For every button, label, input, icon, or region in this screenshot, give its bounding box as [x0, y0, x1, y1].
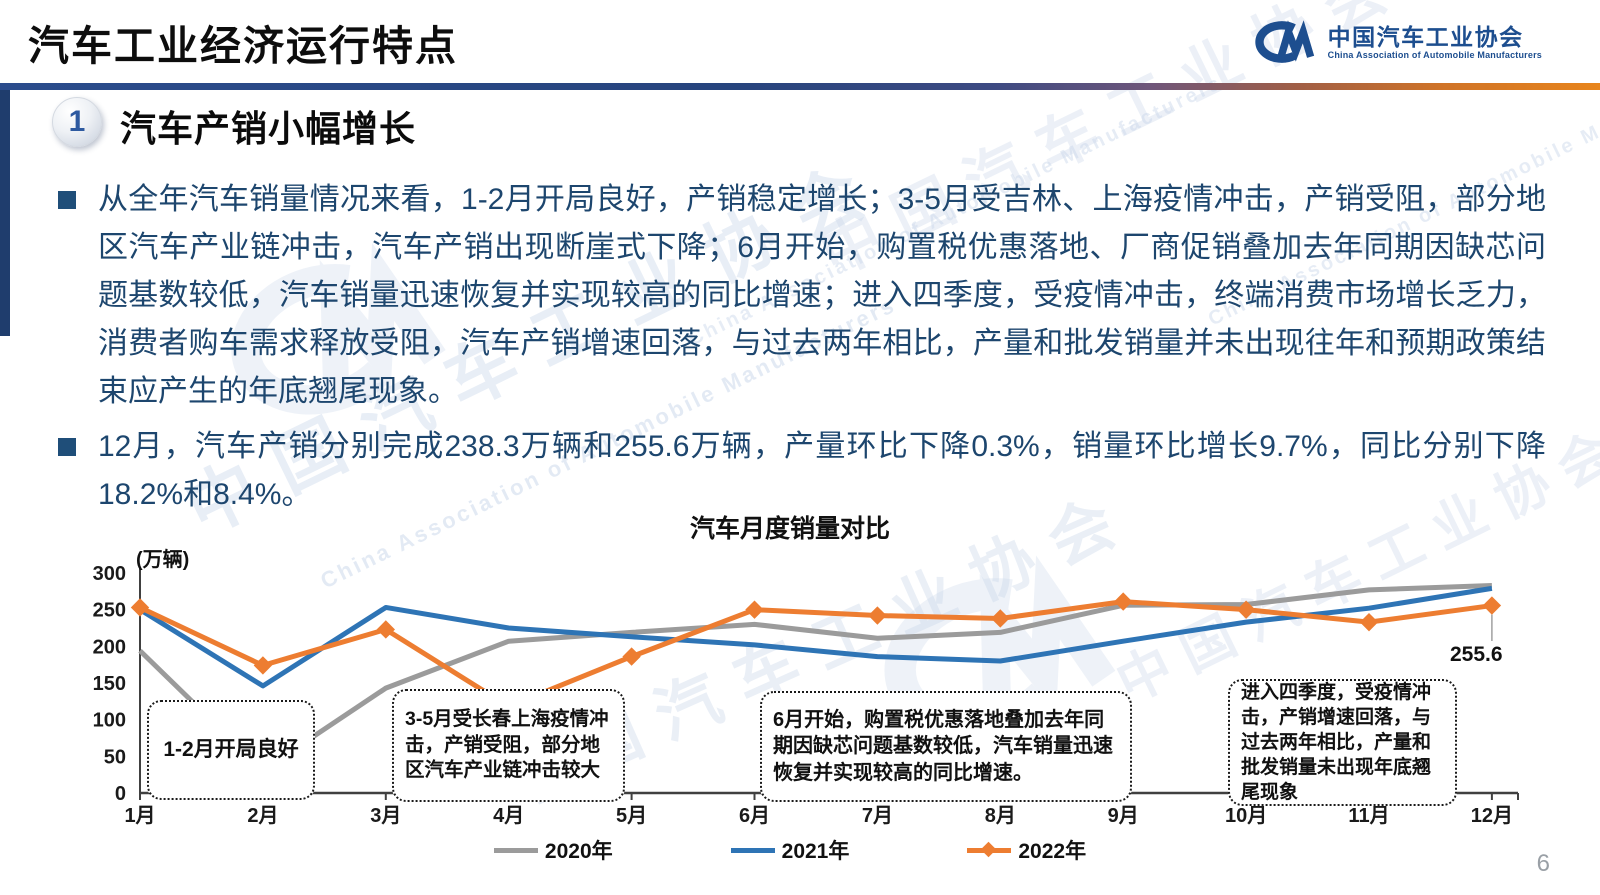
svg-text:2月: 2月 [247, 805, 278, 827]
svg-text:50: 50 [104, 746, 126, 768]
svg-text:10月: 10月 [1225, 805, 1267, 827]
svg-text:12月: 12月 [1471, 805, 1513, 827]
bullet-item: 从全年汽车销量情况来看，1-2月开局良好，产销稳定增长；3-5月受吉林、上海疫情… [58, 176, 1546, 416]
svg-text:6月: 6月 [739, 805, 770, 827]
legend-label: 2022年 [1018, 840, 1087, 863]
bullet-item: 12月，汽车产销分别完成238.3万辆和255.6万辆，产量环比下降0.3%，销… [58, 423, 1546, 519]
svg-text:11月: 11月 [1348, 805, 1389, 827]
header-divider [0, 83, 1600, 90]
svg-text:100: 100 [93, 710, 126, 732]
legend-line-diamond-icon [967, 841, 1012, 858]
svg-text:0: 0 [115, 783, 126, 805]
section-number-badge: 1 [52, 97, 102, 147]
chart-annotation-mar-may: 3-5月受长春上海疫情冲击，产销受阻，部分地区汽车产业链冲击较大 [392, 689, 625, 802]
logo-cn-label: 中国汽车工业协会 [1327, 23, 1524, 50]
bullet-square-icon [58, 438, 76, 456]
svg-text:3月: 3月 [370, 805, 401, 827]
bullet-text: 从全年汽车销量情况来看，1-2月开局良好，产销稳定增长；3-5月受吉林、上海疫情… [98, 183, 1546, 408]
svg-text:8月: 8月 [985, 805, 1016, 827]
svg-text:7月: 7月 [862, 805, 893, 827]
section-title: 汽车产销小幅增长 [120, 108, 417, 149]
svg-text:9月: 9月 [1108, 805, 1139, 827]
legend-label: 2020年 [544, 840, 613, 863]
bullet-text: 12月，汽车产销分别完成238.3万辆和255.6万辆，产量环比下降0.3%，销… [98, 430, 1546, 511]
svg-text:150: 150 [93, 673, 126, 695]
legend-label: 2021年 [781, 840, 850, 863]
chart-annotation-jan-feb: 1-2月开局良好 [147, 700, 315, 800]
caam-logo-icon [1255, 20, 1314, 63]
legend-item-2021: 2021年 [730, 835, 850, 865]
y-axis-unit-label: (万辆) [136, 549, 190, 571]
svg-text:1月: 1月 [124, 805, 155, 827]
december-data-label: 255.6 [1450, 643, 1503, 666]
logo-en-label: China Association of Automobile Manufact… [1327, 50, 1542, 61]
chart-title: 汽车月度销量对比 [689, 515, 890, 543]
svg-text:200: 200 [93, 636, 126, 658]
bullet-list: 从全年汽车销量情况来看，1-2月开局良好，产销稳定增长；3-5月受吉林、上海疫情… [58, 176, 1546, 526]
page-number: 6 [1536, 850, 1550, 877]
svg-text:4月: 4月 [493, 805, 524, 827]
svg-text:5月: 5月 [616, 805, 647, 827]
logo-text-block: 中国汽车工业协会 China Association of Automobile… [1328, 24, 1542, 60]
svg-text:300: 300 [93, 563, 126, 585]
caam-logo: 中国汽车工业协会 China Association of Automobile… [1244, 18, 1542, 66]
page-title: 汽车工业经济运行特点 [28, 23, 458, 69]
diamond-marker-icon [981, 841, 997, 858]
svg-text:250: 250 [93, 600, 126, 622]
bullet-square-icon [58, 191, 76, 209]
left-accent-bar [0, 90, 10, 336]
chart-annotation-q4: 进入四季度，受疫情冲击，产销增速回落，与过去两年相比，产量和批发销量未出现年底翘… [1228, 679, 1457, 806]
legend-item-2022: 2022年 [967, 835, 1086, 865]
chart-annotation-june: 6月开始，购置税优惠落地叠加去年同期因缺芯问题基数较低，汽车销量迅速恢复并实现较… [760, 691, 1132, 802]
legend-line-icon [493, 844, 538, 856]
legend-line-icon [730, 844, 775, 856]
legend-item-2020: 2020年 [493, 835, 613, 865]
chart-legend: 2020年 2021年 2022年 [0, 835, 1580, 865]
